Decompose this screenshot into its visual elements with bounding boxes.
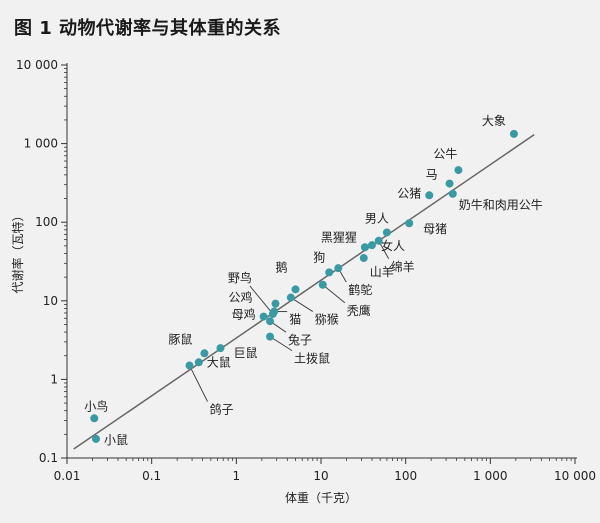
data-point: [325, 268, 334, 277]
data-point: [405, 219, 414, 228]
data-point: [359, 254, 368, 263]
point-label: 女人: [381, 238, 405, 253]
point-label: 小鸟: [84, 398, 108, 413]
point-label: 兔子: [288, 332, 312, 347]
point-label: 公牛: [433, 146, 457, 161]
data-point: [270, 307, 279, 316]
x-axis-label: 体重（千克）: [285, 491, 357, 505]
point-label: 母猪: [423, 222, 447, 236]
x-tick-label: 1 000: [473, 469, 507, 483]
data-point: [259, 312, 268, 321]
y-tick-label: 1 000: [24, 137, 58, 151]
point-label: 绵羊: [391, 259, 415, 274]
y-tick-label: 10: [43, 294, 58, 308]
x-tick-label: 0.01: [54, 469, 81, 483]
data-point: [454, 166, 463, 175]
data-point: [271, 299, 280, 308]
data-point: [448, 189, 457, 198]
point-label: 山羊: [370, 264, 394, 279]
x-tick-label: 100: [394, 469, 417, 483]
leader-line: [189, 365, 208, 402]
data-point: [360, 243, 369, 252]
data-point: [445, 179, 454, 188]
x-tick-label: 1: [233, 469, 241, 483]
point-label: 母鸡: [232, 307, 256, 322]
data-point: [185, 361, 194, 370]
y-axis-label: 代谢率（瓦特）: [10, 209, 25, 293]
point-label: 猕猴: [315, 313, 339, 327]
data-point: [425, 191, 434, 200]
point-label: 公猪: [397, 186, 421, 200]
x-tick-label: 0.1: [142, 469, 161, 483]
data-point: [286, 293, 295, 302]
point-label: 男人: [365, 211, 389, 225]
leader-line: [290, 297, 314, 312]
point-label: 鸽子: [210, 402, 234, 417]
data-point: [194, 358, 203, 367]
trend-line-group: [73, 134, 535, 450]
trend-line: [73, 134, 535, 450]
point-label: 黑猩猩: [321, 229, 357, 244]
x-tick-label: 10: [313, 469, 328, 483]
data-point: [334, 264, 343, 273]
chart-title: 图 1 动物代谢率与其体重的关系: [14, 18, 282, 39]
data-point: [509, 129, 518, 138]
y-tick-label: 10 000: [16, 58, 58, 72]
point-label: 猫: [289, 313, 301, 327]
data-point: [291, 285, 300, 294]
leader-line: [269, 336, 293, 352]
data-point: [266, 332, 275, 341]
point-label: 野鸟: [228, 270, 252, 285]
data-point: [90, 414, 99, 423]
leader-line: [249, 285, 274, 315]
data-point: [91, 434, 100, 443]
data-point: [318, 280, 327, 289]
point-label: 小鼠: [104, 433, 128, 447]
y-tick-label: 1: [50, 372, 58, 386]
data-point: [374, 236, 383, 245]
y-tick-label: 0.1: [39, 451, 58, 465]
data-point: [382, 228, 391, 237]
point-label: 巨鼠: [233, 346, 257, 360]
point-label: 秃鹰: [347, 303, 371, 318]
axes: 0.01 0.1 1 10 100 1 000 10 000 0.1 1 10 100 1 000 10…: [16, 58, 596, 483]
point-label: 豚鼠: [168, 332, 192, 346]
data-points: [90, 129, 518, 443]
x-tick-label: 10 000: [554, 469, 596, 483]
point-label: 奶牛和肉用公牛: [459, 197, 543, 212]
point-label: 土拨鼠: [294, 352, 330, 366]
point-label: 鹤鸵: [348, 282, 372, 297]
point-label: 马: [426, 168, 438, 182]
data-point: [367, 241, 376, 250]
point-label: 大象: [482, 114, 506, 128]
data-point: [266, 317, 275, 326]
point-label: 大鼠: [207, 355, 231, 369]
point-label: 鹅: [276, 260, 288, 274]
point-label: 狗: [313, 250, 325, 264]
point-label: 公鸡: [228, 290, 252, 305]
data-point: [216, 344, 225, 353]
leader-line: [322, 284, 346, 304]
y-tick-label: 100: [35, 215, 58, 229]
data-point: [200, 349, 209, 358]
